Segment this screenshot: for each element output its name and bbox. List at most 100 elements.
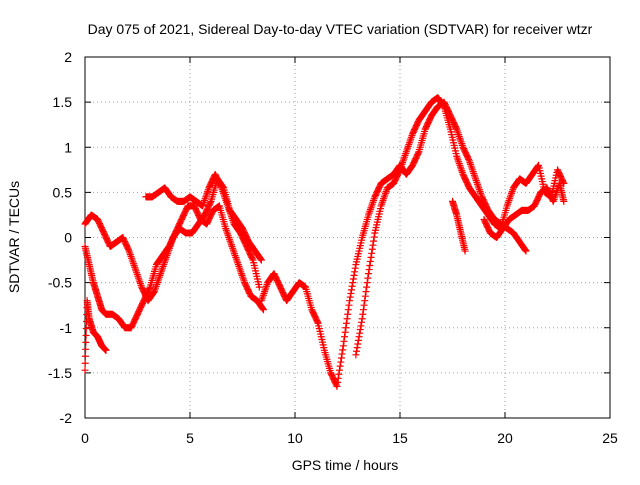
data-point (370, 233, 378, 241)
data-point (349, 275, 357, 283)
data-point (347, 286, 355, 294)
data-point (366, 257, 374, 265)
data-point (521, 246, 529, 254)
data-point (363, 279, 371, 287)
data-point (358, 318, 366, 326)
data-point (439, 102, 447, 110)
y-tick-label: 1 (64, 139, 72, 155)
data-point (360, 301, 368, 309)
data-point (361, 297, 369, 305)
data-point (363, 283, 371, 291)
data-point (344, 306, 352, 314)
data-point (368, 249, 376, 257)
data-point (356, 329, 364, 337)
data-point (259, 305, 267, 313)
data-point (341, 333, 349, 341)
data-point (342, 324, 350, 332)
y-tick-label: 2 (64, 49, 72, 65)
series-track-E (257, 98, 530, 390)
data-point (257, 255, 265, 263)
x-tick-label: 20 (497, 430, 513, 446)
series-track-G (449, 197, 469, 255)
data-point (339, 346, 347, 354)
data-point (248, 255, 256, 263)
data-point (260, 306, 267, 314)
data-point (351, 268, 359, 276)
data-point (349, 279, 357, 287)
data-point (81, 366, 89, 374)
series-track-H (480, 179, 568, 241)
y-tick-label: -2 (60, 410, 73, 426)
ticks: 0 5 10 15 20 25 -2 -1.5 -1 -0.5 0 0.5 1 1.5 2 (48, 49, 618, 446)
data-point (359, 310, 367, 318)
data-point (357, 322, 365, 330)
x-tick-label: 5 (186, 430, 194, 446)
data-point (350, 271, 358, 279)
data-point (353, 344, 361, 352)
data-point (342, 319, 350, 327)
data-point (81, 352, 89, 360)
data-point (346, 297, 354, 305)
data-point (341, 328, 349, 336)
data-point (145, 284, 153, 292)
x-tick-label: 25 (602, 430, 618, 446)
data-point (257, 256, 265, 264)
data-point (395, 167, 403, 175)
data-point (124, 246, 132, 254)
y-tick-label: -1 (60, 320, 73, 336)
data-point (368, 245, 376, 253)
data-point (336, 366, 344, 374)
data-point (364, 274, 372, 282)
data-points (81, 94, 568, 390)
data-point (365, 266, 373, 274)
data-point (313, 318, 321, 326)
x-tick-label: 15 (392, 430, 408, 446)
data-point (334, 374, 342, 382)
data-point (347, 289, 355, 297)
data-point (336, 362, 344, 370)
data-point (452, 124, 460, 132)
y-axis-label: SDTVAR / TECUs (6, 181, 22, 293)
series-track-D (142, 170, 263, 291)
data-point (369, 241, 377, 249)
data-point (362, 288, 370, 296)
series-track-C (81, 297, 110, 374)
x-tick-label: 0 (81, 430, 89, 446)
data-point (465, 155, 473, 163)
data-point (344, 310, 352, 318)
data-point (356, 326, 364, 334)
data-point (366, 261, 374, 269)
y-tick-label: -0.5 (48, 275, 72, 291)
data-point (335, 370, 343, 378)
data-point (354, 340, 362, 348)
data-point (348, 282, 356, 290)
y-tick-label: 1.5 (53, 94, 73, 110)
chart-title: Day 075 of 2021, Sidereal Day-to-day VTE… (88, 21, 593, 37)
x-tick-label: 10 (287, 430, 303, 446)
data-point (255, 283, 263, 291)
y-tick-label: 0.5 (53, 184, 73, 200)
data-point (345, 301, 353, 309)
data-point (522, 247, 530, 255)
y-tick-label: -1.5 (48, 365, 72, 381)
data-point (206, 199, 214, 207)
data-point (352, 351, 360, 359)
data-point (82, 345, 90, 353)
data-point (333, 382, 341, 390)
data-point (337, 354, 345, 362)
data-point (343, 315, 351, 323)
data-point (359, 306, 367, 314)
data-point (351, 264, 359, 272)
data-point (102, 346, 110, 354)
data-point (414, 149, 422, 157)
data-point (346, 293, 354, 301)
data-point (82, 324, 90, 332)
data-point (338, 350, 346, 358)
data-point (560, 197, 568, 205)
data-point (337, 358, 345, 366)
plot-border (84, 56, 611, 419)
data-point (370, 237, 378, 245)
data-point (339, 342, 347, 350)
